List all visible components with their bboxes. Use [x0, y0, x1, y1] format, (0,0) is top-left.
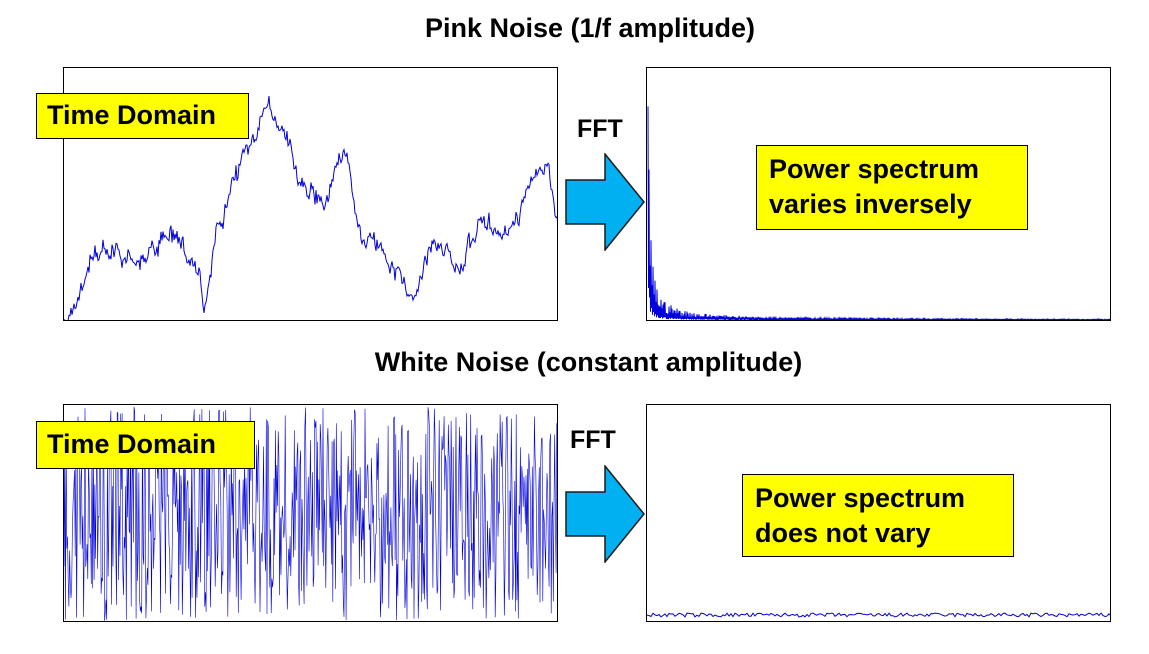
pink-spectrum-line: [647, 106, 1110, 320]
pink-spectrum-trace: [647, 106, 1110, 320]
white-spectrum-label: Power spectrum does not vary: [742, 474, 1014, 557]
white-spectrum-trace: [647, 612, 1110, 618]
pink-fft-arrow-icon: [565, 153, 645, 251]
pink-time-signal-line: [64, 96, 557, 320]
pink-spectrum-label: Power spectrum varies inversely: [756, 145, 1028, 230]
pink-time-trace: [64, 96, 557, 320]
white-spectrum-label-line-1: Power spectrum: [755, 483, 966, 513]
pink-time-domain-label: Time Domain: [36, 93, 249, 139]
white-spectrum-label-line-2: does not vary: [755, 518, 931, 548]
white-time-domain-plot: [63, 404, 558, 622]
white-time-domain-label: Time Domain: [36, 421, 255, 469]
pink-noise-title: Pink Noise (1/f amplitude): [424, 13, 756, 43]
white-fft-arrow-icon: [565, 465, 645, 563]
white-time-trace: [64, 406, 557, 621]
white-fft-label: FFT: [570, 426, 616, 454]
white-noise-title: White Noise (constant amplitude): [374, 347, 803, 377]
pink-fft-label: FFT: [577, 115, 623, 143]
pink-spectrum-label-line-1: Power spectrum: [769, 154, 980, 184]
pink-spectrum-label-line-2: varies inversely: [769, 189, 972, 219]
white-time-signal-line: [64, 406, 557, 621]
white-spectrum-line: [647, 612, 1110, 618]
